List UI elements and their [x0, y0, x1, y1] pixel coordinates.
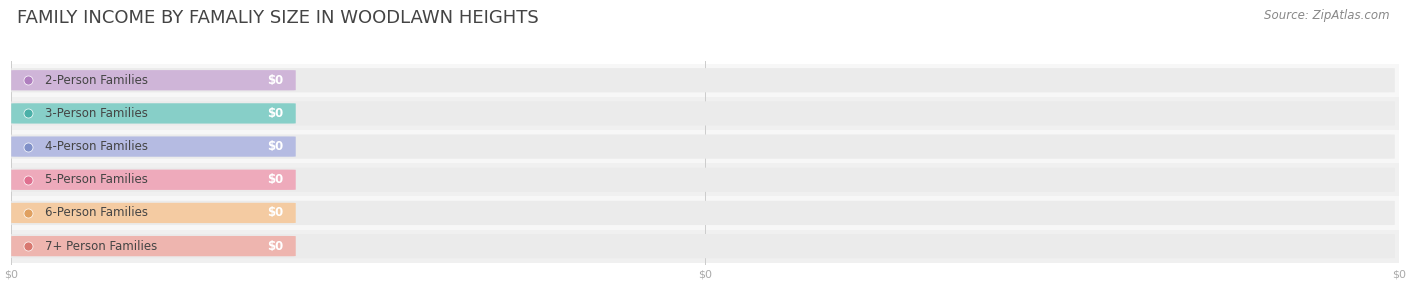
FancyBboxPatch shape — [11, 135, 1395, 159]
FancyBboxPatch shape — [11, 136, 295, 157]
FancyBboxPatch shape — [11, 203, 295, 223]
Text: $0: $0 — [267, 206, 283, 219]
Text: 7+ Person Families: 7+ Person Families — [45, 240, 157, 253]
Text: 3-Person Families: 3-Person Families — [45, 107, 148, 120]
FancyBboxPatch shape — [11, 234, 1395, 258]
Text: 6-Person Families: 6-Person Families — [45, 206, 148, 219]
FancyBboxPatch shape — [11, 70, 295, 90]
Text: 2-Person Families: 2-Person Families — [45, 74, 148, 87]
Bar — [11, 97, 1399, 130]
FancyBboxPatch shape — [11, 201, 1395, 225]
Bar — [11, 163, 1399, 196]
Text: $0: $0 — [267, 74, 283, 87]
Text: $0: $0 — [267, 140, 283, 153]
Text: 5-Person Families: 5-Person Families — [45, 173, 148, 186]
FancyBboxPatch shape — [11, 168, 1395, 192]
FancyBboxPatch shape — [11, 170, 295, 190]
FancyBboxPatch shape — [11, 103, 295, 124]
Text: FAMILY INCOME BY FAMALIY SIZE IN WOODLAWN HEIGHTS: FAMILY INCOME BY FAMALIY SIZE IN WOODLAW… — [17, 9, 538, 27]
Text: Source: ZipAtlas.com: Source: ZipAtlas.com — [1264, 9, 1389, 22]
Bar — [11, 130, 1399, 163]
Text: $0: $0 — [267, 173, 283, 186]
Text: 4-Person Families: 4-Person Families — [45, 140, 148, 153]
FancyBboxPatch shape — [11, 101, 1395, 126]
Text: $0: $0 — [267, 107, 283, 120]
Text: $0: $0 — [267, 240, 283, 253]
FancyBboxPatch shape — [11, 68, 1395, 92]
FancyBboxPatch shape — [11, 236, 295, 256]
Bar — [11, 64, 1399, 97]
Bar — [11, 230, 1399, 263]
Bar — [11, 196, 1399, 230]
